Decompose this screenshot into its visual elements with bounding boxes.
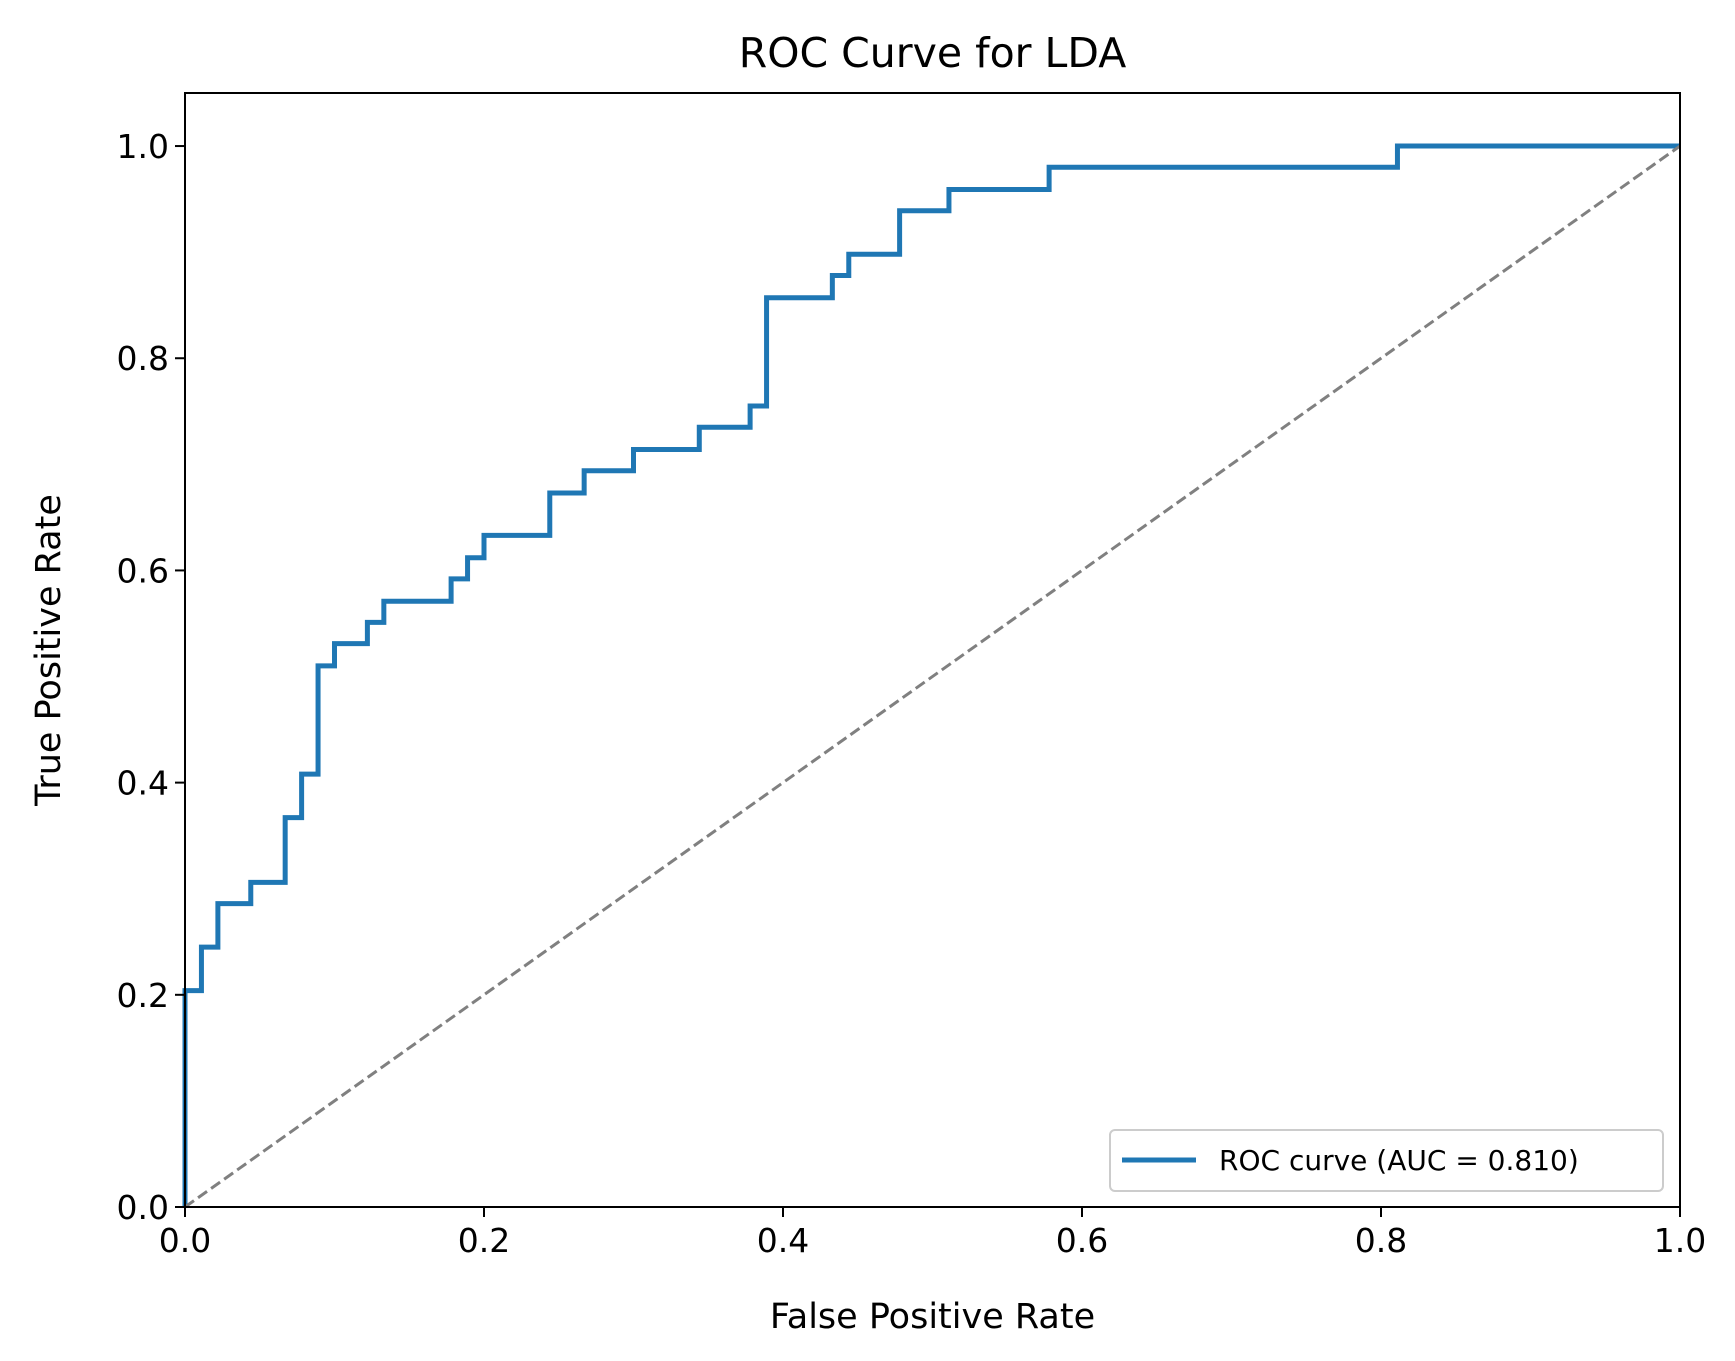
y-tick-label: 0.0 (117, 1188, 169, 1227)
x-tick-label: 0.2 (458, 1221, 510, 1260)
y-tick-label: 0.8 (117, 339, 169, 378)
x-tick-label: 0.6 (1056, 1221, 1108, 1260)
chart-title: ROC Curve for LDA (739, 29, 1127, 77)
series-layer (182, 143, 1681, 1209)
roc-curve-line (182, 143, 1680, 1207)
legend: ROC curve (AUC = 0.810) (1109, 1129, 1664, 1192)
legend-box (1109, 1129, 1664, 1192)
x-tick-label: 0.8 (1355, 1221, 1407, 1260)
x-axis-label: False Positive Rate (770, 1297, 1095, 1337)
x-tick-label: 0.0 (159, 1221, 211, 1260)
plot-frame (184, 92, 1681, 1208)
y-axis-label: True Positive Rate (29, 494, 69, 807)
x-tick-label: 0.4 (757, 1221, 809, 1260)
y-tick-label: 0.2 (117, 976, 169, 1015)
chance-line (184, 144, 1681, 1209)
y-tick-label: 0.4 (117, 764, 169, 803)
y-tick-label: 0.6 (117, 551, 169, 590)
legend-label-roc-curve: ROC curve (AUC = 0.810) (1219, 1144, 1579, 1177)
ticks-layer: 0.0 0.2 0.4 0.6 0.8 1.0 0.0 0.2 0.4 0.6 0.8 1.0 (117, 127, 1707, 1260)
y-tick-label: 1.0 (117, 127, 169, 166)
x-tick-label: 1.0 (1654, 1221, 1706, 1260)
